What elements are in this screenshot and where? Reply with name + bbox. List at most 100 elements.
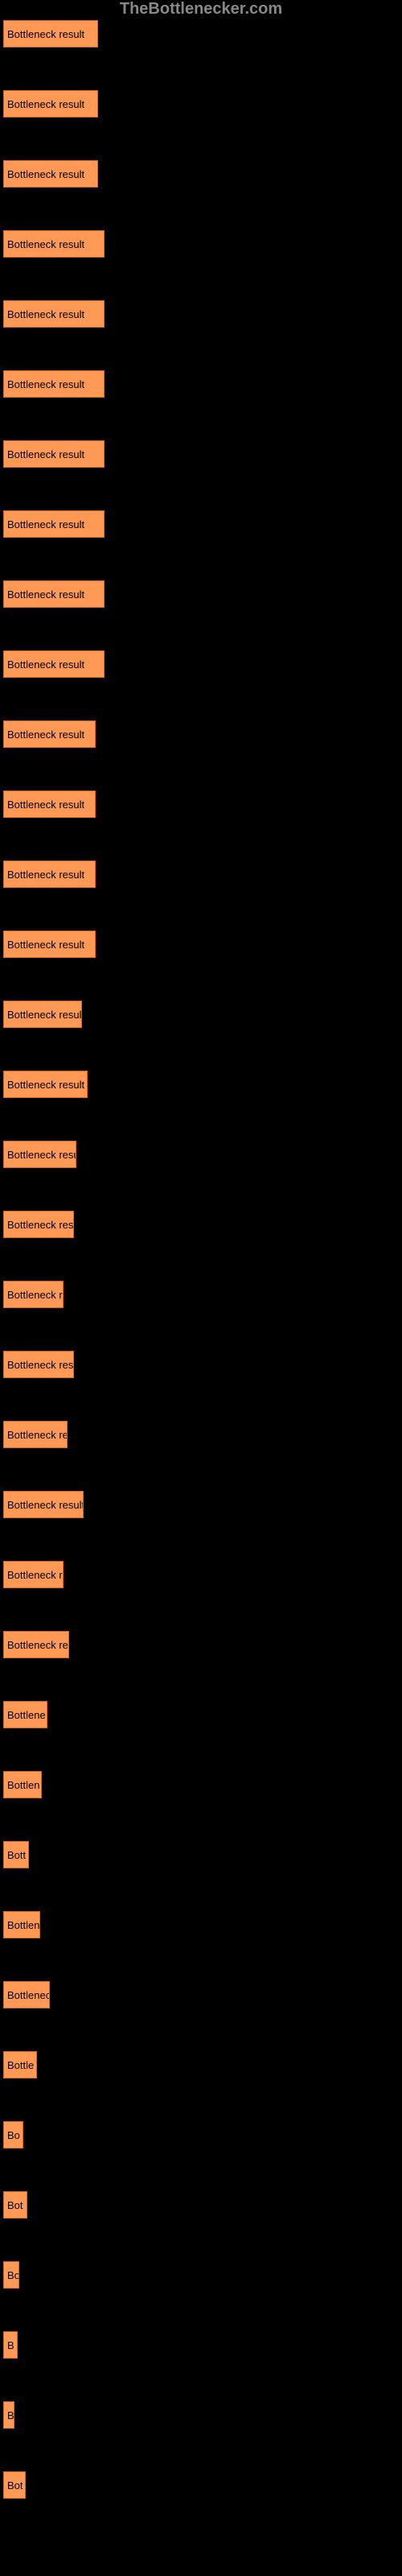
bar-label: Bottleneck result xyxy=(7,1219,74,1231)
bar-label: Bo xyxy=(7,2129,20,2141)
bar-row: Bottleneck result xyxy=(3,861,402,888)
bar-label: Bottleneck result xyxy=(7,1359,74,1371)
bar-row: Bottleneck result xyxy=(3,1001,402,1028)
bar-row: B xyxy=(3,2401,402,2429)
bar-row: Bottleneck result xyxy=(3,720,402,748)
bar: Bot xyxy=(3,2471,26,2499)
bar-label: Bottleneck result xyxy=(7,98,84,110)
bar: Bottleneck result xyxy=(3,20,98,47)
bar-label: Bottleneck result xyxy=(7,518,84,530)
bar-row: Bottleneck re xyxy=(3,1281,402,1308)
bar-row: Bot xyxy=(3,2471,402,2499)
bar-row: Bot xyxy=(3,2191,402,2219)
bar: Bottleneck result xyxy=(3,160,98,188)
bar: Bottleneck result xyxy=(3,720,96,748)
bar: Bot xyxy=(3,2191,27,2219)
bar: Bottleneck resu xyxy=(3,1631,69,1658)
bar-row: Bottleneck result xyxy=(3,230,402,258)
bar-label: Bottleneck result xyxy=(7,869,84,881)
bar-row: Bottle xyxy=(3,2051,402,2079)
bar-row: Bottleneck result xyxy=(3,20,402,47)
bar-row: Bott xyxy=(3,1841,402,1868)
bar-row: Bottleneck result xyxy=(3,1491,402,1518)
bar: Bottle xyxy=(3,2051,37,2079)
bar-label: Bottleneck result xyxy=(7,588,84,601)
bar-label: Bottleneck result xyxy=(7,448,84,460)
bar-row: Bottleneck result xyxy=(3,510,402,538)
bar-label: Bottlenec xyxy=(7,1989,50,2001)
bar-label: Bottleneck result xyxy=(7,378,84,390)
bar-row: B xyxy=(3,2331,402,2359)
bar-label: Bottleneck result xyxy=(7,729,84,741)
bar-row: Bo xyxy=(3,2261,402,2289)
bar-row: Bottleneck result xyxy=(3,580,402,608)
bar-row: Bottleneck result xyxy=(3,1351,402,1378)
bar-row: Bottleneck result xyxy=(3,300,402,328)
bar-row: Bottlen xyxy=(3,1771,402,1798)
bar-label: Bottleneck re xyxy=(7,1289,64,1301)
bar: Bottleneck result xyxy=(3,931,96,958)
bar-row: Bottlen xyxy=(3,1911,402,1938)
bar: B xyxy=(3,2331,18,2359)
bar-label: Bottleneck result xyxy=(7,939,84,951)
bar: Bottleneck result xyxy=(3,510,105,538)
bar: Bottleneck resu xyxy=(3,1421,68,1448)
bar: Bottleneck re xyxy=(3,1561,64,1588)
bar-label: Bot xyxy=(7,2199,23,2211)
bar: Bottlene xyxy=(3,1701,47,1728)
bar: Bott xyxy=(3,1841,29,1868)
bar-row: Bottleneck result xyxy=(3,1211,402,1238)
bar-label: Bottleneck result xyxy=(7,799,84,811)
bar-label: B xyxy=(7,2409,14,2421)
bar-label: Bottleneck re xyxy=(7,1569,64,1581)
bar: Bottleneck result xyxy=(3,1071,88,1098)
bar: Bottleneck result xyxy=(3,861,96,888)
bar-label: Bottleneck resu xyxy=(7,1639,69,1651)
bar: Bottlen xyxy=(3,1771,42,1798)
bar-label: Bottleneck result xyxy=(7,1009,82,1021)
bar-row: Bottlenec xyxy=(3,1981,402,2008)
bar: Bottlenec xyxy=(3,1981,50,2008)
bar-label: Bottleneck result xyxy=(7,658,84,671)
bar-label: Bottleneck result xyxy=(7,308,84,320)
bar: Bottleneck result xyxy=(3,650,105,678)
bar: Bottleneck result xyxy=(3,300,105,328)
bar: Bo xyxy=(3,2121,23,2149)
bar: Bottleneck result xyxy=(3,440,105,468)
bar-row: Bottleneck result xyxy=(3,650,402,678)
bar-row: Bottleneck result xyxy=(3,1141,402,1168)
bar-label: Bottleneck result xyxy=(7,1499,84,1511)
bar-label: Bottleneck result xyxy=(7,238,84,250)
bar-row: Bottleneck re xyxy=(3,1561,402,1588)
bar-row: Bottleneck result xyxy=(3,370,402,398)
bar-chart: Bottleneck result Bottleneck result Bottle… xyxy=(0,0,402,2499)
bar: Bottleneck result xyxy=(3,1491,84,1518)
bar: Bottleneck result xyxy=(3,230,105,258)
bar: Bo xyxy=(3,2261,19,2289)
bar: B xyxy=(3,2401,14,2429)
bar: Bottleneck result xyxy=(3,370,105,398)
bar-label: Bottlene xyxy=(7,1709,46,1721)
bar-row: Bottleneck result xyxy=(3,1071,402,1098)
bar: Bottlen xyxy=(3,1911,40,1938)
bar: Bottleneck re xyxy=(3,1281,64,1308)
bar-label: Bottlen xyxy=(7,1779,39,1791)
bar-row: Bottleneck result xyxy=(3,791,402,818)
bar: Bottleneck result xyxy=(3,1351,74,1378)
bar: Bottleneck result xyxy=(3,1001,82,1028)
bar-label: Bott xyxy=(7,1849,26,1861)
bar-label: Bo xyxy=(7,2269,19,2281)
bar: Bottleneck result xyxy=(3,1141,76,1168)
watermark-text: TheBottlenecker.com xyxy=(120,0,282,19)
bar-label: Bottleneck result xyxy=(7,1079,84,1091)
bar-label: B xyxy=(7,2339,14,2351)
bar-row: Bottleneck resu xyxy=(3,1421,402,1448)
bar-label: Bot xyxy=(7,2479,23,2491)
bar-label: Bottleneck resu xyxy=(7,1429,68,1441)
bar: Bottleneck result xyxy=(3,791,96,818)
bar-row: Bottlene xyxy=(3,1701,402,1728)
bar-row: Bottleneck result xyxy=(3,931,402,958)
bar-row: Bottleneck result xyxy=(3,440,402,468)
bar-row: Bottleneck result xyxy=(3,90,402,118)
bar-row: Bottleneck resu xyxy=(3,1631,402,1658)
